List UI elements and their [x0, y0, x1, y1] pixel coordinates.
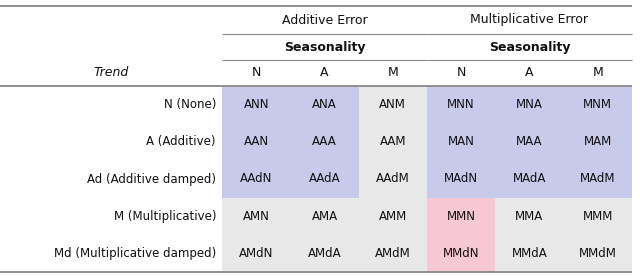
- Bar: [564, 198, 632, 235]
- Bar: [427, 86, 495, 123]
- Bar: [427, 235, 495, 272]
- Text: MMN: MMN: [447, 210, 476, 223]
- Text: AMdA: AMdA: [308, 247, 341, 260]
- Bar: [564, 123, 632, 160]
- Bar: [495, 86, 564, 123]
- Text: Multiplicative Error: Multiplicative Error: [470, 14, 589, 26]
- Bar: [291, 198, 358, 235]
- Text: MAN: MAN: [448, 135, 475, 148]
- Bar: [495, 123, 564, 160]
- Bar: [564, 86, 632, 123]
- Text: ANM: ANM: [380, 98, 406, 111]
- Text: AAM: AAM: [380, 135, 406, 148]
- Text: Seasonality: Seasonality: [284, 41, 365, 53]
- Bar: [427, 160, 495, 198]
- Bar: [358, 160, 427, 198]
- Bar: [291, 123, 358, 160]
- Text: N: N: [456, 66, 466, 80]
- Text: AMA: AMA: [312, 210, 337, 223]
- Bar: [564, 160, 632, 198]
- Text: AMM: AMM: [379, 210, 407, 223]
- Text: MAM: MAM: [584, 135, 612, 148]
- Text: Trend: Trend: [93, 66, 129, 80]
- Text: MMdN: MMdN: [443, 247, 479, 260]
- Text: M: M: [387, 66, 398, 80]
- Text: MAdA: MAdA: [513, 173, 546, 185]
- Text: A: A: [525, 66, 534, 80]
- Text: A: A: [320, 66, 329, 80]
- Bar: [358, 235, 427, 272]
- Text: MNN: MNN: [447, 98, 475, 111]
- Text: Md (Multiplicative damped): Md (Multiplicative damped): [54, 247, 216, 260]
- Text: AAdN: AAdN: [240, 173, 273, 185]
- Text: AAdA: AAdA: [308, 173, 340, 185]
- Bar: [358, 86, 427, 123]
- Text: M (Multiplicative): M (Multiplicative): [113, 210, 216, 223]
- Text: N: N: [252, 66, 261, 80]
- Bar: [291, 86, 358, 123]
- Bar: [222, 160, 291, 198]
- Text: MMM: MMM: [582, 210, 613, 223]
- Bar: [495, 160, 564, 198]
- Text: N (None): N (None): [164, 98, 216, 111]
- Bar: [358, 123, 427, 160]
- Text: AAA: AAA: [312, 135, 337, 148]
- Text: A (Additive): A (Additive): [147, 135, 216, 148]
- Bar: [291, 160, 358, 198]
- Bar: [564, 235, 632, 272]
- Text: Ad (Additive damped): Ad (Additive damped): [87, 173, 216, 185]
- Text: MNA: MNA: [516, 98, 543, 111]
- Bar: [222, 235, 291, 272]
- Text: MNM: MNM: [583, 98, 612, 111]
- Text: MMdA: MMdA: [511, 247, 547, 260]
- Text: MAdN: MAdN: [444, 173, 478, 185]
- Text: Additive Error: Additive Error: [282, 14, 367, 26]
- Text: MAdM: MAdM: [580, 173, 616, 185]
- Text: ANN: ANN: [243, 98, 269, 111]
- Text: MMA: MMA: [515, 210, 543, 223]
- Bar: [222, 86, 291, 123]
- Text: AAdM: AAdM: [376, 173, 410, 185]
- Bar: [222, 123, 291, 160]
- Text: M: M: [593, 66, 604, 80]
- Text: AMdN: AMdN: [239, 247, 273, 260]
- Bar: [358, 198, 427, 235]
- Text: AMN: AMN: [243, 210, 269, 223]
- Bar: [495, 198, 564, 235]
- Text: ANA: ANA: [312, 98, 337, 111]
- Bar: [427, 123, 495, 160]
- Text: MAA: MAA: [516, 135, 543, 148]
- Bar: [222, 198, 291, 235]
- Text: AAN: AAN: [244, 135, 269, 148]
- Text: MMdM: MMdM: [579, 247, 617, 260]
- Text: Seasonality: Seasonality: [489, 41, 570, 53]
- Bar: [495, 235, 564, 272]
- Text: AMdM: AMdM: [375, 247, 411, 260]
- Bar: [427, 198, 495, 235]
- Bar: [291, 235, 358, 272]
